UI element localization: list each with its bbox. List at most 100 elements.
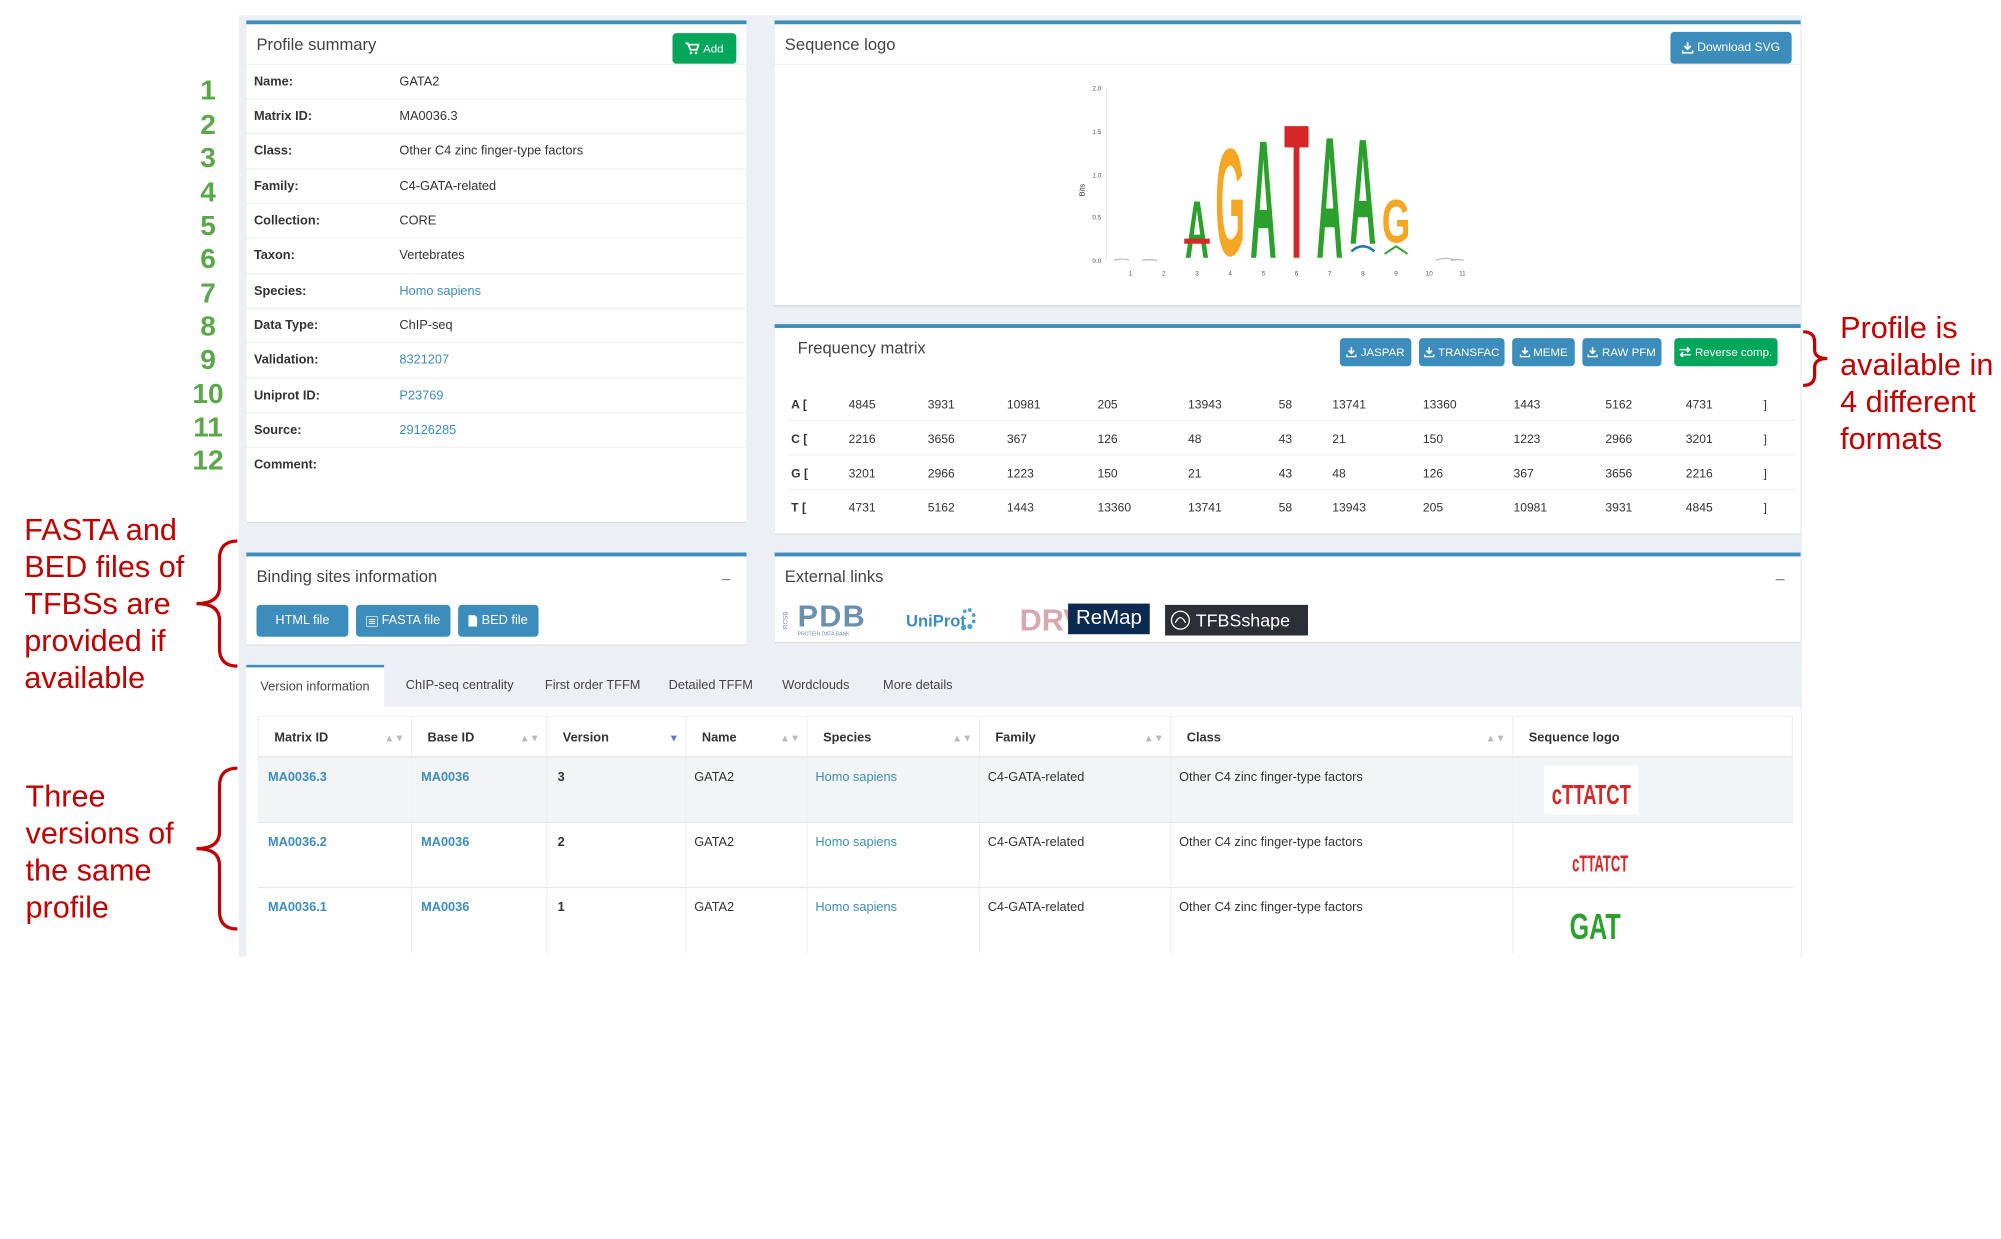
- table-row[interactable]: MA0036.3 MA0036 3 GATA2 Homo sapiens C4-…: [257, 756, 1793, 822]
- logo-letters: A G A T A A G: [1184, 86, 1410, 292]
- matrix-cell: 48: [1188, 432, 1202, 447]
- bed-file-button[interactable]: BED file: [458, 604, 539, 637]
- remap-link[interactable]: ReMap: [1068, 603, 1150, 635]
- header-label: Matrix ID: [274, 730, 329, 745]
- column-header-matrix-id[interactable]: Matrix ID ▲▼: [259, 717, 413, 759]
- tab-detailed-tffm[interactable]: Detailed TFFM: [668, 678, 753, 693]
- matrix-cell: 3931: [927, 398, 955, 413]
- validation-link[interactable]: 8321207: [399, 353, 450, 368]
- species-link[interactable]: Homo sapiens: [815, 835, 897, 850]
- matrix-cell: 150: [1097, 467, 1118, 482]
- meme-download-button[interactable]: MEME: [1512, 338, 1575, 367]
- matrix-cell: 21: [1332, 432, 1346, 447]
- row-number: 5: [200, 209, 216, 242]
- base-id-link[interactable]: MA0036: [421, 900, 470, 915]
- matrix-cell: 58: [1278, 501, 1293, 516]
- collapse-button[interactable]: −: [1774, 569, 1786, 590]
- raw-pfm-download-button[interactable]: RAW PFM: [1582, 338, 1662, 367]
- tab-wordclouds[interactable]: Wordclouds: [782, 678, 850, 693]
- sequence-logo-thumbnail[interactable]: cTTATCT: [1544, 831, 1638, 879]
- column-divider: [546, 758, 548, 822]
- profile-row-uniprot: Uniprot ID: P23769: [246, 377, 746, 412]
- class-cell: Other C4 zinc finger-type factors: [1179, 835, 1363, 850]
- column-divider: [410, 823, 413, 887]
- matrix-id-link[interactable]: MA0036.2: [267, 835, 327, 850]
- matrix-row-close: ]: [1763, 501, 1767, 516]
- matrix-cell: 10981: [1513, 501, 1548, 516]
- row-number: 7: [200, 276, 216, 309]
- frequency-matrix-title: Frequency matrix: [797, 338, 926, 358]
- column-divider: [806, 888, 808, 954]
- matrix-id-link[interactable]: MA0036.1: [267, 900, 327, 915]
- tab-more-details[interactable]: More details: [883, 678, 953, 693]
- sequence-logo-thumbnail[interactable]: cTTATCT: [1544, 765, 1639, 815]
- logo-thumbnail-graphic: cTTATCT: [1552, 779, 1631, 810]
- x-tick: 9: [1394, 271, 1398, 278]
- fasta-file-button[interactable]: FASTA file: [356, 604, 451, 637]
- html-file-button[interactable]: HTML file: [256, 604, 349, 637]
- x-tick: 10: [1426, 271, 1434, 278]
- tfbsshape-link[interactable]: TFBSshape: [1165, 604, 1309, 636]
- matrix-cell: 1223: [1513, 432, 1541, 447]
- tab-first-order-tffm[interactable]: First order TFFM: [544, 678, 641, 693]
- versions-table-header: Matrix ID ▲▼ Base ID ▲▼ Version ▼ Name ▲▼ Sp…: [257, 715, 1794, 759]
- column-header-species[interactable]: Species ▲▼: [808, 717, 981, 759]
- pdb-link[interactable]: RCSB PDB PROTEIN DATA BANK: [782, 600, 892, 638]
- species-link[interactable]: Homo sapiens: [815, 770, 897, 785]
- logo-letter-a: A: [1185, 186, 1209, 276]
- matrix-cell: 5162: [1605, 398, 1633, 413]
- matrix-cell: 367: [1006, 432, 1028, 447]
- column-header-family[interactable]: Family ▲▼: [980, 717, 1172, 759]
- base-id-link[interactable]: MA0036: [421, 770, 470, 785]
- sort-icon: ▲▼: [952, 731, 973, 744]
- species-link[interactable]: Homo sapiens: [815, 900, 897, 915]
- download-icon: [1424, 347, 1435, 358]
- annotation-line: provided if: [24, 624, 166, 659]
- name-cell: GATA2: [694, 770, 735, 785]
- column-header-class[interactable]: Class ▲▼: [1171, 717, 1514, 759]
- row-key: Comment:: [253, 458, 318, 473]
- matrix-cell: 43: [1278, 432, 1293, 447]
- version-cell: 2: [557, 835, 565, 850]
- sequence-logo-panel: Sequence logo Download SVG Bits 2.0 1.5 …: [774, 20, 1801, 305]
- reverse-complement-button[interactable]: Reverse comp.: [1674, 338, 1778, 367]
- row-key: Collection:: [253, 214, 320, 229]
- source-link[interactable]: 29126285: [399, 423, 457, 438]
- add-button[interactable]: Add: [672, 33, 737, 64]
- column-divider: [1512, 758, 1514, 822]
- column-header-sequence-logo: Sequence logo: [1513, 717, 1794, 758]
- sequence-logo-thumbnail[interactable]: GAT: [1544, 896, 1638, 947]
- base-id-link[interactable]: MA0036: [421, 835, 470, 850]
- uniprot-link[interactable]: UniProt: [906, 606, 983, 637]
- matrix-cell: 13741: [1188, 501, 1222, 516]
- matrix-cell: 367: [1513, 467, 1534, 482]
- row-value: C4-GATA-related: [399, 179, 497, 194]
- column-divider: [1170, 888, 1172, 954]
- column-divider: [1170, 758, 1172, 822]
- jaspar-download-button[interactable]: JASPAR: [1339, 338, 1412, 367]
- table-row[interactable]: MA0036.2 MA0036 2 GATA2 Homo sapiens C4-…: [257, 821, 1793, 887]
- table-row[interactable]: MA0036.1 MA0036 1 GATA2 Homo sapiens C4-…: [257, 886, 1793, 954]
- column-divider: [685, 758, 687, 822]
- name-cell: GATA2: [694, 900, 735, 915]
- transfac-download-button[interactable]: TRANSFAC: [1419, 338, 1505, 367]
- tab-version-information[interactable]: Version information: [246, 664, 384, 707]
- column-header-base-id[interactable]: Base ID ▲▼: [412, 717, 548, 759]
- column-header-name[interactable]: Name ▲▼: [687, 717, 808, 759]
- annotation-line: FASTA and: [24, 512, 177, 548]
- tfbsshape-logo: TFBSshape: [1195, 609, 1291, 631]
- name-cell: GATA2: [694, 835, 735, 850]
- uniprot-link[interactable]: P23769: [399, 389, 444, 404]
- profile-row-comment: Comment:: [246, 446, 746, 498]
- column-header-version[interactable]: Version ▼: [547, 717, 687, 759]
- row-key: Matrix ID:: [253, 109, 313, 124]
- fasta-file-label: FASTA file: [381, 613, 441, 628]
- matrix-cell: 2966: [1605, 432, 1633, 447]
- matrix-row-label: A [: [791, 398, 807, 413]
- download-svg-button[interactable]: Download SVG: [1670, 31, 1792, 64]
- matrix-id-link[interactable]: MA0036.3: [267, 770, 327, 785]
- collapse-button[interactable]: −: [720, 569, 732, 590]
- species-link[interactable]: Homo sapiens: [399, 284, 481, 299]
- annotation-line: available: [24, 661, 146, 696]
- tab-chip-seq-centrality[interactable]: ChIP-seq centrality: [405, 678, 514, 693]
